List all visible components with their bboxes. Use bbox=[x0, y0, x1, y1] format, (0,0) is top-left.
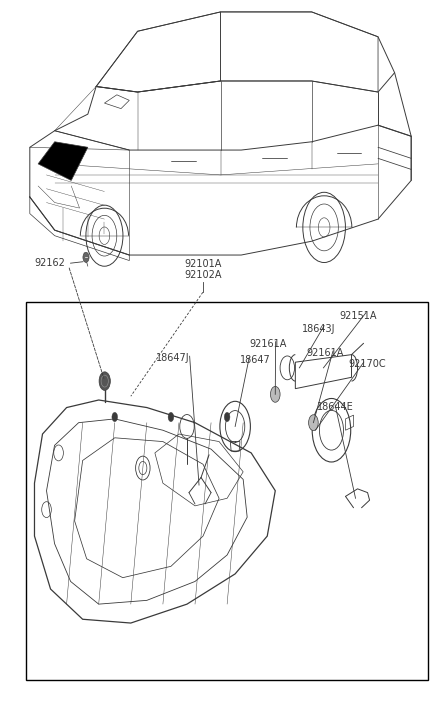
Polygon shape bbox=[38, 142, 88, 180]
Circle shape bbox=[224, 412, 230, 422]
Text: 92161A: 92161A bbox=[306, 348, 344, 358]
Text: 92170C: 92170C bbox=[348, 359, 386, 369]
Text: 92162: 92162 bbox=[34, 258, 65, 268]
Text: 18647: 18647 bbox=[240, 355, 271, 365]
Text: 92101A: 92101A bbox=[184, 259, 221, 269]
Circle shape bbox=[83, 252, 89, 262]
Circle shape bbox=[112, 412, 118, 422]
Text: 18644E: 18644E bbox=[317, 402, 354, 412]
Text: 18647J: 18647J bbox=[156, 353, 190, 364]
Circle shape bbox=[99, 371, 110, 390]
Text: 92161A: 92161A bbox=[249, 339, 287, 349]
Text: 92102A: 92102A bbox=[184, 270, 222, 281]
Circle shape bbox=[270, 386, 280, 402]
Bar bbox=[26, 302, 428, 680]
Circle shape bbox=[309, 414, 318, 430]
Circle shape bbox=[168, 412, 174, 422]
Text: 92151A: 92151A bbox=[340, 311, 377, 321]
Text: 18643J: 18643J bbox=[302, 324, 336, 334]
